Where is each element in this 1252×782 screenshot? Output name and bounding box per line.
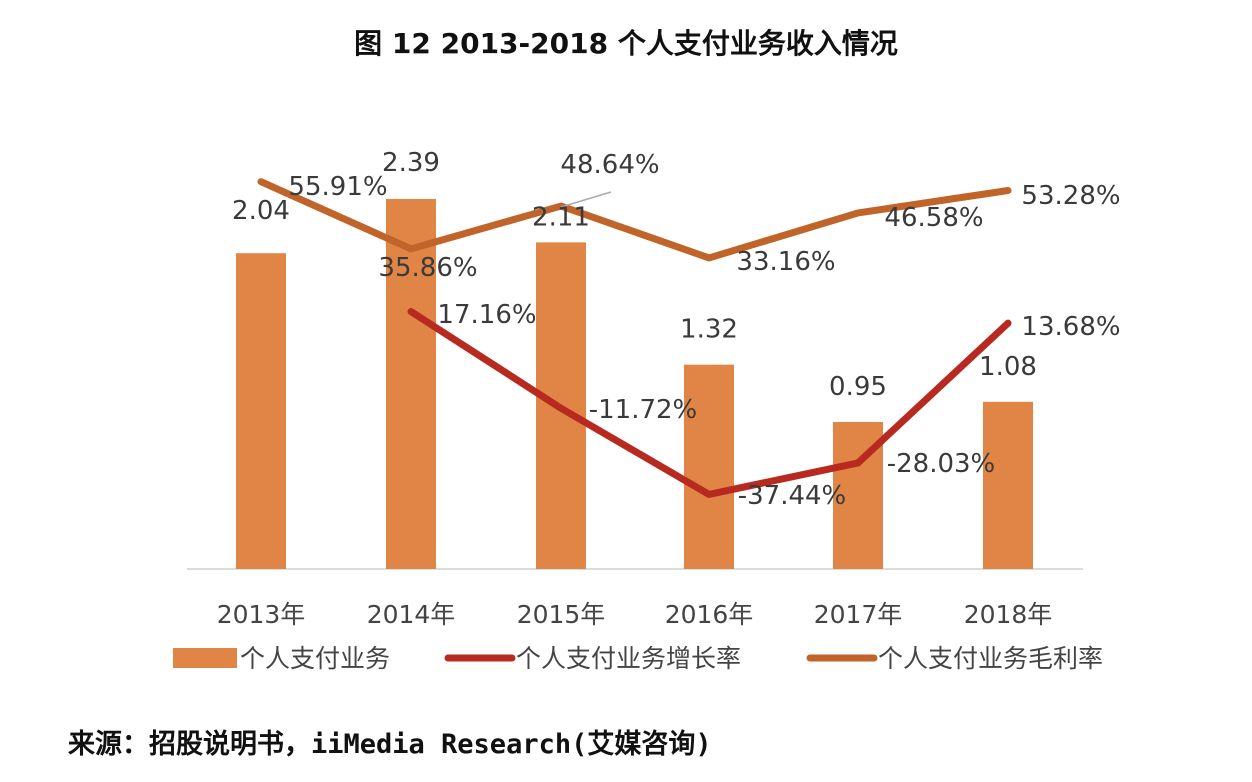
x-tick-label: 2018年 [964, 600, 1053, 629]
legend-label: 个人支付业务毛利率 [878, 644, 1103, 673]
label-leader-line [560, 191, 612, 208]
gross-margin-label: 48.64% [560, 150, 659, 180]
gross-margin-label: 55.91% [288, 172, 387, 202]
source-note: 来源：招股说明书，iiMedia Research(艾媒咨询) [68, 729, 712, 760]
gross-margin-label: 35.86% [378, 253, 477, 283]
growth-rate-label: 17.16% [437, 300, 536, 330]
growth-rate-line [407, 308, 1012, 498]
legend-label: 个人支付业务 [240, 644, 390, 673]
x-tick-label: 2015年 [517, 600, 606, 629]
x-tick-label: 2014年 [367, 600, 456, 629]
bar-value-label: 2.04 [232, 196, 290, 226]
bar [983, 401, 1033, 569]
gross-margin-label: 33.16% [736, 247, 835, 277]
legend-swatch-bar [173, 648, 237, 668]
bar-value-label: 2.11 [532, 202, 590, 232]
legend-label: 个人支付业务增长率 [516, 644, 741, 673]
bar [386, 199, 436, 569]
bar [236, 253, 286, 569]
gross-margin-label: 46.58% [884, 203, 983, 233]
x-tick-label: 2016年 [665, 600, 754, 629]
gross-margin-label: 53.28% [1021, 181, 1120, 211]
growth-rate-label: -11.72% [589, 395, 698, 425]
bar-value-label: 0.95 [829, 372, 887, 402]
bar [684, 364, 734, 569]
x-tick-label: 2013年 [217, 600, 306, 629]
growth-rate-label: -28.03% [887, 449, 996, 479]
chart: 2013年 2014年 2015年 2016年 2017年 2018年 2.04 2.39 2.… [173, 148, 1121, 673]
growth-rate-label: -37.44% [738, 481, 847, 511]
growth-rate-label: 13.68% [1021, 312, 1120, 342]
x-tick-label: 2017年 [814, 600, 903, 629]
bar-value-label: 1.32 [680, 315, 738, 345]
chart-title: 图 12 2013-2018 个人支付业务收入情况 [354, 27, 898, 60]
bar-value-label: 1.08 [979, 352, 1037, 382]
bar-value-label: 2.39 [382, 148, 440, 178]
gross-margin-line [257, 178, 1012, 262]
